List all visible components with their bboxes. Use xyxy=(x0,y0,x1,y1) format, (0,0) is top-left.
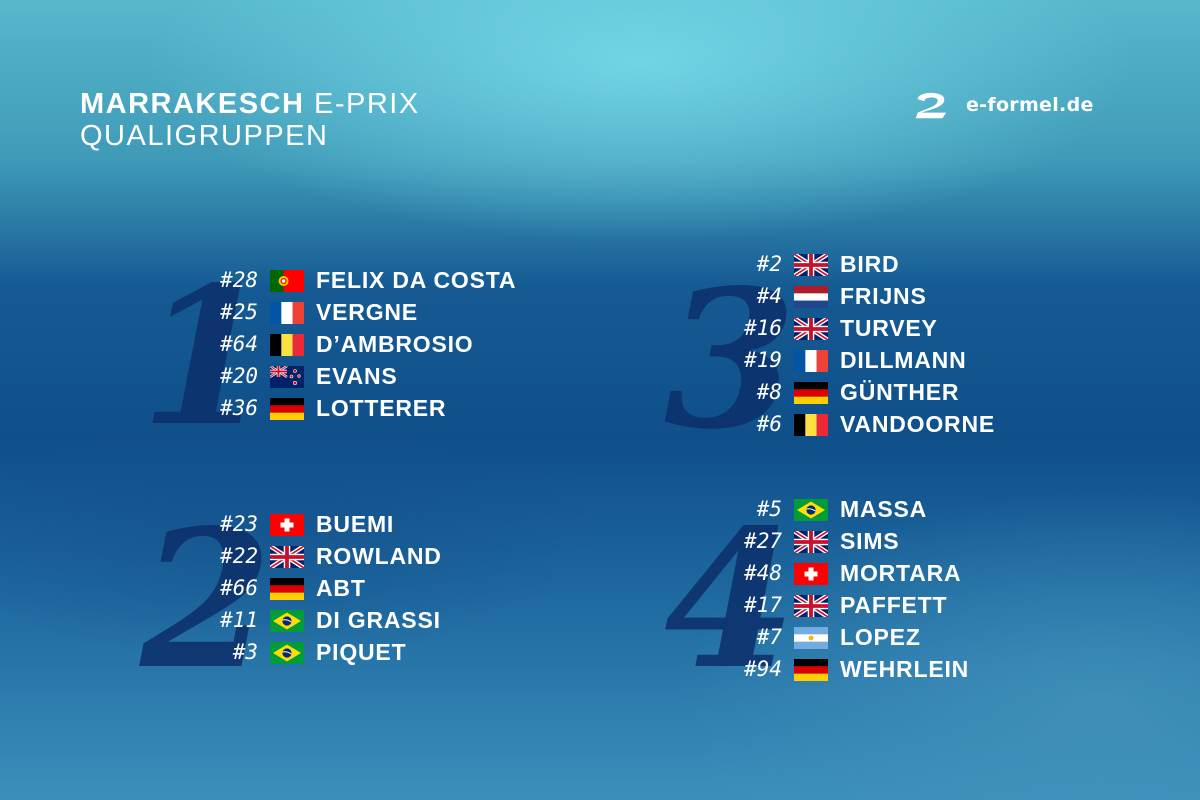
flag-france-icon xyxy=(270,302,304,324)
group-number-4: 4 xyxy=(664,488,797,711)
flag-switzerland-icon xyxy=(270,514,304,536)
driver-number: #16 xyxy=(744,316,782,340)
driver-number: #22 xyxy=(220,544,258,568)
flag-brazil-icon xyxy=(794,499,828,521)
driver-number: #5 xyxy=(756,497,782,521)
driver-name: LOPEZ xyxy=(840,624,921,650)
driver-number: #25 xyxy=(220,300,258,324)
title-line: MARRAKESCH E-PRIX xyxy=(80,88,420,120)
driver-number: #2 xyxy=(756,252,782,276)
driver-name: FRIJNS xyxy=(840,283,927,309)
driver-number: #23 xyxy=(220,512,258,536)
flag-brazil-icon xyxy=(270,642,304,664)
flag-united-kingdom-icon xyxy=(270,546,304,568)
driver-name: WEHRLEIN xyxy=(840,656,970,682)
title-rest: E-PRIX xyxy=(314,88,420,120)
driver-name: DI GRASSI xyxy=(316,607,441,633)
flag-united-kingdom-icon xyxy=(794,318,828,340)
driver-number: #20 xyxy=(220,364,258,388)
flag-brazil-icon xyxy=(270,610,304,632)
driver-number: #28 xyxy=(220,268,258,292)
driver-name: FELIX DA COSTA xyxy=(316,267,517,293)
driver-name: DILLMANN xyxy=(840,347,967,373)
flag-belgium-icon xyxy=(794,414,828,436)
driver-number: #19 xyxy=(744,348,782,372)
group-number-2: 2 xyxy=(140,488,273,711)
driver-name: SIMS xyxy=(840,528,900,554)
driver-number: #66 xyxy=(220,576,258,600)
driver-name: GÜNTHER xyxy=(840,379,960,405)
driver-name: ABT xyxy=(316,575,366,601)
driver-number: #7 xyxy=(756,625,782,649)
flag-germany-icon xyxy=(794,382,828,404)
flag-switzerland-icon xyxy=(794,563,828,585)
driver-number: #8 xyxy=(756,380,782,404)
driver-name: BIRD xyxy=(840,251,900,277)
driver-name: ROWLAND xyxy=(316,543,442,569)
driver-name: VANDOORNE xyxy=(840,411,996,437)
flag-netherlands-icon xyxy=(794,286,828,308)
group-number-3: 3 xyxy=(664,248,797,471)
driver-name: PIQUET xyxy=(316,639,407,665)
flag-new-zealand-icon xyxy=(270,366,304,388)
flag-united-kingdom-icon xyxy=(794,254,828,276)
flag-belgium-icon xyxy=(270,334,304,356)
driver-name: MORTARA xyxy=(840,560,962,586)
driver-name: VERGNE xyxy=(316,299,418,325)
subtitle: QUALIGRUPPEN xyxy=(80,120,329,152)
driver-number: #36 xyxy=(220,396,258,420)
flag-argentina-icon xyxy=(794,627,828,649)
flag-germany-icon xyxy=(794,659,828,681)
driver-name: MASSA xyxy=(840,496,928,522)
driver-name: LOTTERER xyxy=(316,395,447,421)
driver-number: #11 xyxy=(220,608,258,632)
page-title: MARRAKESCH E-PRIX QUALIGRUPPEN xyxy=(80,88,420,152)
driver-name: D’AMBROSIO xyxy=(316,331,474,357)
logo-text: e-formel.de xyxy=(966,94,1094,116)
driver-number: #17 xyxy=(744,593,782,617)
flag-france-icon xyxy=(794,350,828,372)
driver-number: #48 xyxy=(744,561,782,585)
driver-name: PAFFETT xyxy=(840,592,948,618)
flag-united-kingdom-icon xyxy=(794,531,828,553)
flag-united-kingdom-icon xyxy=(794,595,828,617)
driver-number: #6 xyxy=(756,412,782,436)
driver-number: #3 xyxy=(232,640,258,664)
driver-name: TURVEY xyxy=(840,315,938,341)
driver-name: BUEMI xyxy=(316,511,395,537)
driver-name: EVANS xyxy=(316,363,398,389)
driver-number: #94 xyxy=(744,657,782,681)
flag-germany-icon xyxy=(270,398,304,420)
flag-portugal-icon xyxy=(270,270,304,292)
driver-number: #4 xyxy=(756,284,782,308)
title-bold: MARRAKESCH xyxy=(80,88,305,120)
brand-logo: e-formel.de xyxy=(912,86,1094,124)
group-number-1: 1 xyxy=(140,245,273,468)
flag-germany-icon xyxy=(270,578,304,600)
e-formel-logo-icon xyxy=(915,92,947,119)
driver-number: #64 xyxy=(220,332,258,356)
driver-number: #27 xyxy=(744,529,782,553)
